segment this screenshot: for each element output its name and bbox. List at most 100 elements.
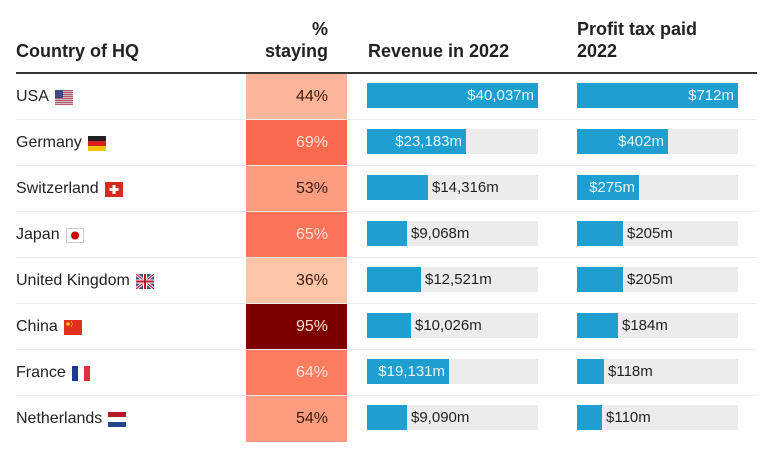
- row-divider: [16, 349, 757, 350]
- revenue-bar-track: $40,037m: [367, 83, 538, 108]
- revenue-label: $40,037m: [467, 87, 534, 104]
- row-divider: [16, 303, 757, 304]
- japan-flag-icon: [65, 227, 84, 243]
- row-divider: [16, 395, 757, 396]
- staying-value: 64%: [295, 364, 328, 381]
- revenue-bar-track: $19,131m: [367, 359, 538, 384]
- table-row: Netherlands 54% $9,090m $110m: [0, 396, 772, 442]
- tax-bar-track: $118m: [577, 359, 738, 384]
- staying-cell: 44%: [246, 74, 347, 120]
- header-revenue: Revenue in 2022: [368, 41, 510, 61]
- tax-bar-track: $184m: [577, 313, 738, 338]
- staying-value: 54%: [295, 410, 328, 427]
- tax-bar: [577, 129, 668, 154]
- revenue-bar: [367, 359, 449, 384]
- table-row: France 64% $19,131m $118m: [0, 350, 772, 396]
- country-name: Netherlands: [16, 410, 103, 427]
- tax-bar: [577, 267, 623, 292]
- france-flag-icon: [71, 365, 90, 381]
- tax-bar-track: $110m: [577, 405, 738, 430]
- country-name: China: [16, 318, 58, 335]
- revenue-label: $9,068m: [411, 225, 470, 242]
- uk-flag-icon: [135, 273, 154, 289]
- revenue-label: $14,316m: [432, 179, 499, 196]
- staying-value: 69%: [295, 134, 328, 151]
- tax-label: $275m: [589, 179, 635, 196]
- usa-flag-icon: [54, 89, 73, 105]
- country-cell: France: [16, 350, 90, 396]
- revenue-bar: [367, 221, 407, 246]
- header-staying: % staying: [246, 18, 328, 62]
- header-tax-line1: Profit tax paid: [577, 19, 698, 39]
- table-row: Switzerland 53% $14,316m $275m: [0, 166, 772, 212]
- country-cell: China: [16, 304, 82, 350]
- tax-bar-track: $275m: [577, 175, 738, 200]
- staying-value: 44%: [295, 88, 328, 105]
- table-row: China 95% $10,026m $184m: [0, 304, 772, 350]
- tax-label: $205m: [627, 225, 673, 242]
- tax-bar-track: $205m: [577, 267, 738, 292]
- tax-bar: [577, 83, 738, 108]
- revenue-bar: [367, 129, 466, 154]
- table-row: United Kingdom 36% $12,521m $205m: [0, 258, 772, 304]
- revenue-label: $12,521m: [425, 271, 492, 288]
- tax-label: $110m: [606, 409, 651, 426]
- header-staying-line2: staying: [264, 41, 328, 61]
- tax-bar: [577, 359, 604, 384]
- country-name: Germany: [16, 134, 82, 151]
- tax-bar: [577, 405, 602, 430]
- row-divider: [16, 257, 757, 258]
- table-row: Germany 69% $23,183m $402m: [0, 120, 772, 166]
- tax-bar-track: $205m: [577, 221, 738, 246]
- header-staying-line1: %: [311, 19, 328, 39]
- country-cell: Netherlands: [16, 396, 127, 442]
- staying-value: 95%: [295, 318, 328, 335]
- staying-cell: 36%: [246, 258, 347, 304]
- revenue-label: $9,090m: [411, 409, 470, 426]
- table-row: USA 44% $40,037m $712m: [0, 74, 772, 120]
- staying-cell: 65%: [246, 212, 347, 258]
- header-country: Country of HQ: [16, 41, 139, 61]
- switzerland-flag-icon: [104, 181, 123, 197]
- tax-label: $402m: [618, 133, 664, 150]
- country-cell: USA: [16, 74, 73, 120]
- netherlands-flag-icon: [108, 411, 127, 427]
- revenue-bar-track: $9,090m: [367, 405, 538, 430]
- country-cell: Switzerland: [16, 166, 123, 212]
- staying-value: 36%: [295, 272, 328, 289]
- revenue-bar: [367, 83, 538, 108]
- revenue-bar-track: $12,521m: [367, 267, 538, 292]
- revenue-bar: [367, 405, 407, 430]
- tax-bar: [577, 221, 623, 246]
- tax-label: $118m: [608, 363, 653, 380]
- row-divider: [16, 211, 757, 212]
- country-name: Japan: [16, 226, 60, 243]
- revenue-label: $19,131m: [378, 363, 445, 380]
- germany-flag-icon: [87, 135, 106, 151]
- staying-cell: 95%: [246, 304, 347, 350]
- staying-cell: 64%: [246, 350, 347, 396]
- revenue-bar-track: $14,316m: [367, 175, 538, 200]
- table-header: Country of HQ % staying Revenue in 2022 …: [0, 0, 772, 72]
- staying-cell: 54%: [246, 396, 347, 442]
- staying-value: 53%: [295, 180, 328, 197]
- tax-label: $712m: [688, 87, 734, 104]
- tax-bar-track: $402m: [577, 129, 738, 154]
- header-tax-line2: 2022: [577, 41, 618, 61]
- staying-value: 65%: [295, 226, 328, 243]
- tax-label: $205m: [627, 271, 673, 288]
- staying-cell: 69%: [246, 120, 347, 166]
- country-cell: Japan: [16, 212, 84, 258]
- tax-bar: [577, 313, 618, 338]
- staying-cell: 53%: [246, 166, 347, 212]
- country-name: Switzerland: [16, 180, 99, 197]
- table-body: USA 44% $40,037m $712m Germany 69% $23,183m $40…: [0, 74, 772, 442]
- row-divider: [16, 165, 757, 166]
- revenue-bar: [367, 267, 421, 292]
- header-rule: [16, 72, 757, 74]
- table-row: Japan 65% $9,068m $205m: [0, 212, 772, 258]
- revenue-bar: [367, 175, 428, 200]
- row-divider: [16, 119, 757, 120]
- country-cell: Germany: [16, 120, 106, 166]
- country-name: France: [16, 364, 66, 381]
